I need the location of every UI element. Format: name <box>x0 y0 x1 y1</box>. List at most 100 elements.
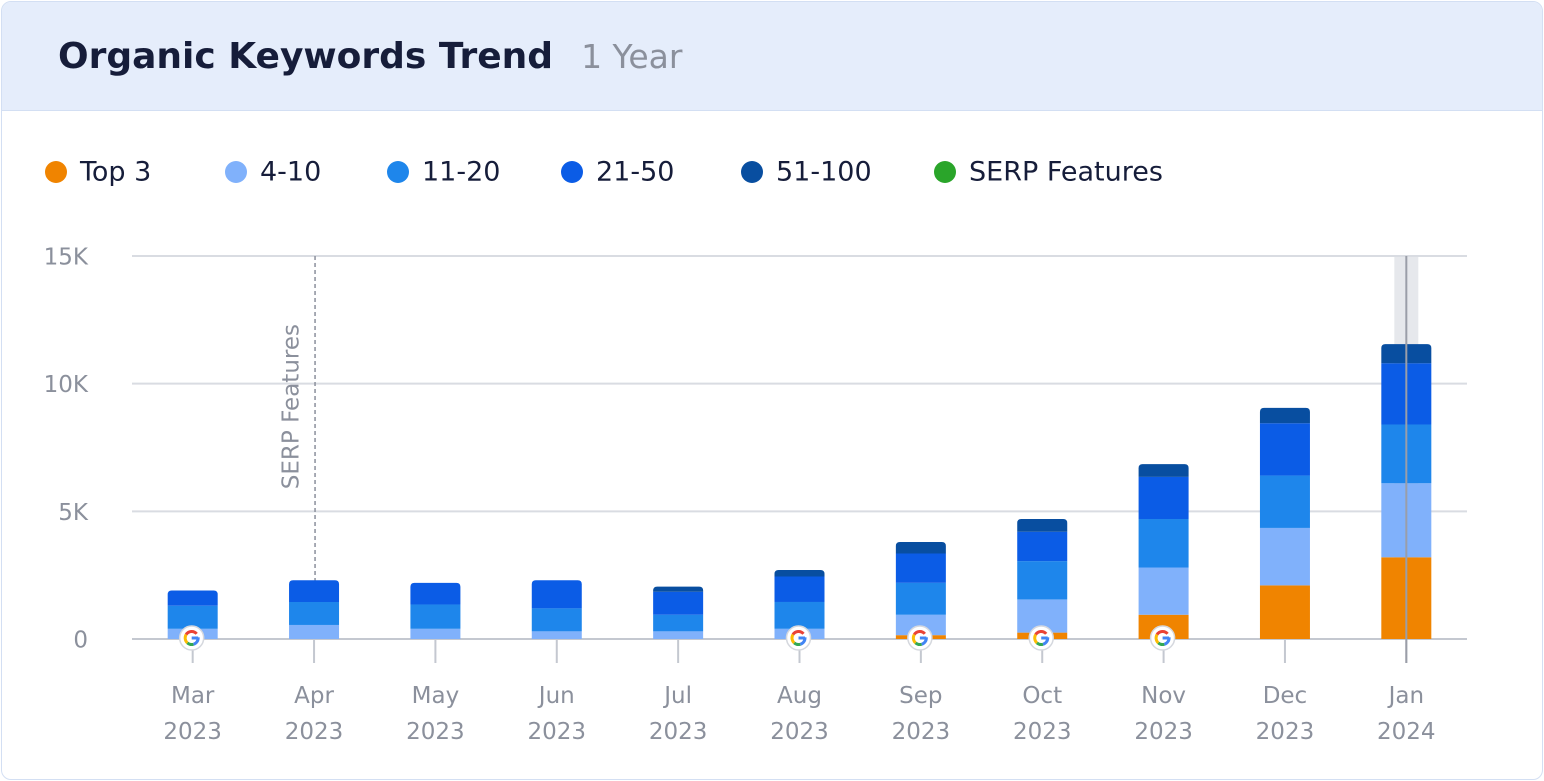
bar-segment <box>895 582 946 615</box>
serp-icon-arc <box>911 633 917 644</box>
bar-segment <box>531 631 582 639</box>
chart-subtitle[interactable]: 1 Year <box>581 36 683 76</box>
bar-segment <box>1259 475 1310 528</box>
x-tick-label: May 2023 <box>406 683 465 745</box>
serp-icon-arc <box>913 630 926 636</box>
x-tick-label: Dec 2023 <box>1256 683 1315 745</box>
x-tick-label: Mar 2023 <box>163 683 222 745</box>
bar-segment <box>653 614 704 632</box>
bar-segment <box>774 601 825 629</box>
x-tick-label: Jan 2024 <box>1377 683 1436 745</box>
x-tick-label-line: 2023 <box>770 719 829 745</box>
bar-segment <box>1259 527 1310 586</box>
y-tick-label: 10K <box>44 372 89 398</box>
bar-segment <box>410 604 461 629</box>
x-tick-label-line: Jul <box>662 683 692 709</box>
x-tick-label-line: Apr <box>294 683 334 709</box>
x-tick-label-line: Aug <box>777 683 822 709</box>
serp-icon-arc <box>793 641 801 646</box>
annotation-label: SERP Features <box>279 324 305 489</box>
bar-segment <box>167 590 218 606</box>
serp-icon-arc <box>1034 630 1048 636</box>
x-tick-label-line: Jun <box>537 683 575 709</box>
bar-segment <box>653 586 704 592</box>
bar-segment <box>1138 567 1189 615</box>
bar-segment <box>410 582 461 605</box>
bar-segment <box>653 591 704 615</box>
bar-segment <box>1138 464 1189 477</box>
serp-icon-arc <box>184 630 198 636</box>
chart: Top 3 4-10 11-20 21-50 51-100 SERP Features 0 5… <box>44 157 1467 745</box>
legend-label: 11-20 <box>422 157 500 188</box>
legend-label: 4-10 <box>260 157 321 188</box>
x-tick-label: Jul 2023 <box>649 683 708 745</box>
serp-icon-arc <box>1035 641 1044 646</box>
x-tick-label-line: 2023 <box>649 719 708 745</box>
bar-segment <box>289 601 340 625</box>
legend-swatch <box>387 161 409 183</box>
x-tick-label-line: 2023 <box>285 719 344 745</box>
x-tick-label: Jun 2023 <box>527 683 586 745</box>
bar-segment <box>1138 518 1189 568</box>
bar-segment <box>1259 585 1310 639</box>
x-tick-label-line: 2023 <box>892 719 951 745</box>
bar-segment <box>410 628 461 639</box>
bar-segment <box>531 580 582 609</box>
x-tick-label-line: Dec <box>1263 683 1308 709</box>
serp-icon-arc <box>183 633 189 644</box>
legend-swatch <box>45 161 67 183</box>
x-tick-label-line: Nov <box>1141 683 1186 709</box>
bar-segment <box>289 624 340 639</box>
serp-icon-arc <box>186 641 194 646</box>
bar-segment <box>1259 423 1310 476</box>
legend-swatch <box>934 161 956 183</box>
y-tick-label: 0 <box>73 628 88 654</box>
bar-segment <box>1259 407 1310 424</box>
serp-icon-arc <box>914 641 923 646</box>
bar-segment <box>895 541 946 554</box>
bar-segment <box>1017 518 1068 532</box>
bar-segment <box>774 570 825 577</box>
bar-segment <box>167 605 218 629</box>
bar-segment <box>895 553 946 583</box>
legend-swatch <box>741 161 763 183</box>
x-tick-label: Oct 2023 <box>1013 683 1072 745</box>
x-tick-label-line: 2023 <box>406 719 465 745</box>
serp-icon-arc <box>1155 630 1169 636</box>
x-tick-label-line: 2023 <box>163 719 222 745</box>
x-tick-label-line: Mar <box>171 683 215 709</box>
serp-icon-arc <box>790 633 796 644</box>
x-tick-label: Nov 2023 <box>1134 683 1193 745</box>
serp-icon-arc <box>1154 633 1160 644</box>
x-tick-label-line: Jan <box>1387 683 1424 709</box>
x-tick-label-line: 2023 <box>527 719 586 745</box>
y-tick-label: 5K <box>58 500 89 526</box>
x-tick-label: Sep 2023 <box>892 683 951 745</box>
bar-segment <box>289 580 340 602</box>
x-tick-label-line: 2023 <box>1256 719 1315 745</box>
x-tick-label-line: May <box>412 683 460 709</box>
legend-label: SERP Features <box>969 157 1163 188</box>
x-tick-label-line: Sep <box>899 683 942 709</box>
legend-swatch <box>561 161 583 183</box>
serp-icon-arc <box>791 630 805 636</box>
legend-label: Top 3 <box>79 157 151 188</box>
x-tick-label-line: 2024 <box>1377 719 1436 745</box>
serp-icon-arc <box>1033 633 1039 644</box>
y-tick-label: 15K <box>44 245 89 271</box>
x-tick-label-line: 2023 <box>1134 719 1193 745</box>
x-tick-label: Aug 2023 <box>770 683 829 745</box>
serp-icon-arc <box>1157 641 1165 646</box>
x-tick-label: Apr 2023 <box>285 683 344 745</box>
bar-segment <box>1138 476 1189 519</box>
x-tick-label-line: Oct <box>1022 683 1062 709</box>
bar-segment <box>531 608 582 632</box>
header: Organic Keywords Trend 1 Year <box>2 2 1542 111</box>
bar-segment <box>895 614 946 636</box>
bar-segment <box>1017 531 1068 562</box>
legend-label: 51-100 <box>776 157 872 188</box>
bar-segment <box>653 631 704 639</box>
chart-title: Organic Keywords Trend <box>58 35 554 77</box>
x-tick-label-line: 2023 <box>1013 719 1072 745</box>
